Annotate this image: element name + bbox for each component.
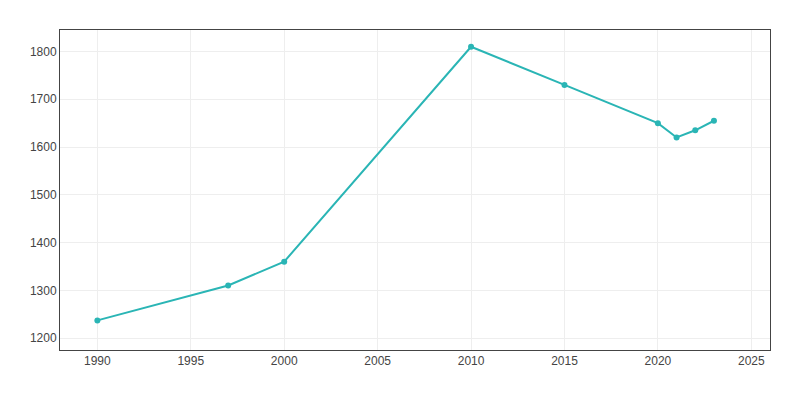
- svg-text:2005: 2005: [364, 354, 391, 368]
- svg-text:1400: 1400: [30, 236, 57, 250]
- svg-text:1500: 1500: [30, 188, 57, 202]
- svg-text:2015: 2015: [551, 354, 578, 368]
- svg-text:1300: 1300: [30, 284, 57, 298]
- svg-text:1800: 1800: [30, 45, 57, 59]
- svg-text:2010: 2010: [458, 354, 485, 368]
- svg-text:2020: 2020: [645, 354, 672, 368]
- svg-text:1200: 1200: [30, 331, 57, 345]
- svg-text:1600: 1600: [30, 140, 57, 154]
- svg-text:1700: 1700: [30, 92, 57, 106]
- svg-text:2025: 2025: [738, 354, 765, 368]
- svg-text:1995: 1995: [177, 354, 204, 368]
- svg-text:1990: 1990: [84, 354, 111, 368]
- svg-text:2000: 2000: [271, 354, 298, 368]
